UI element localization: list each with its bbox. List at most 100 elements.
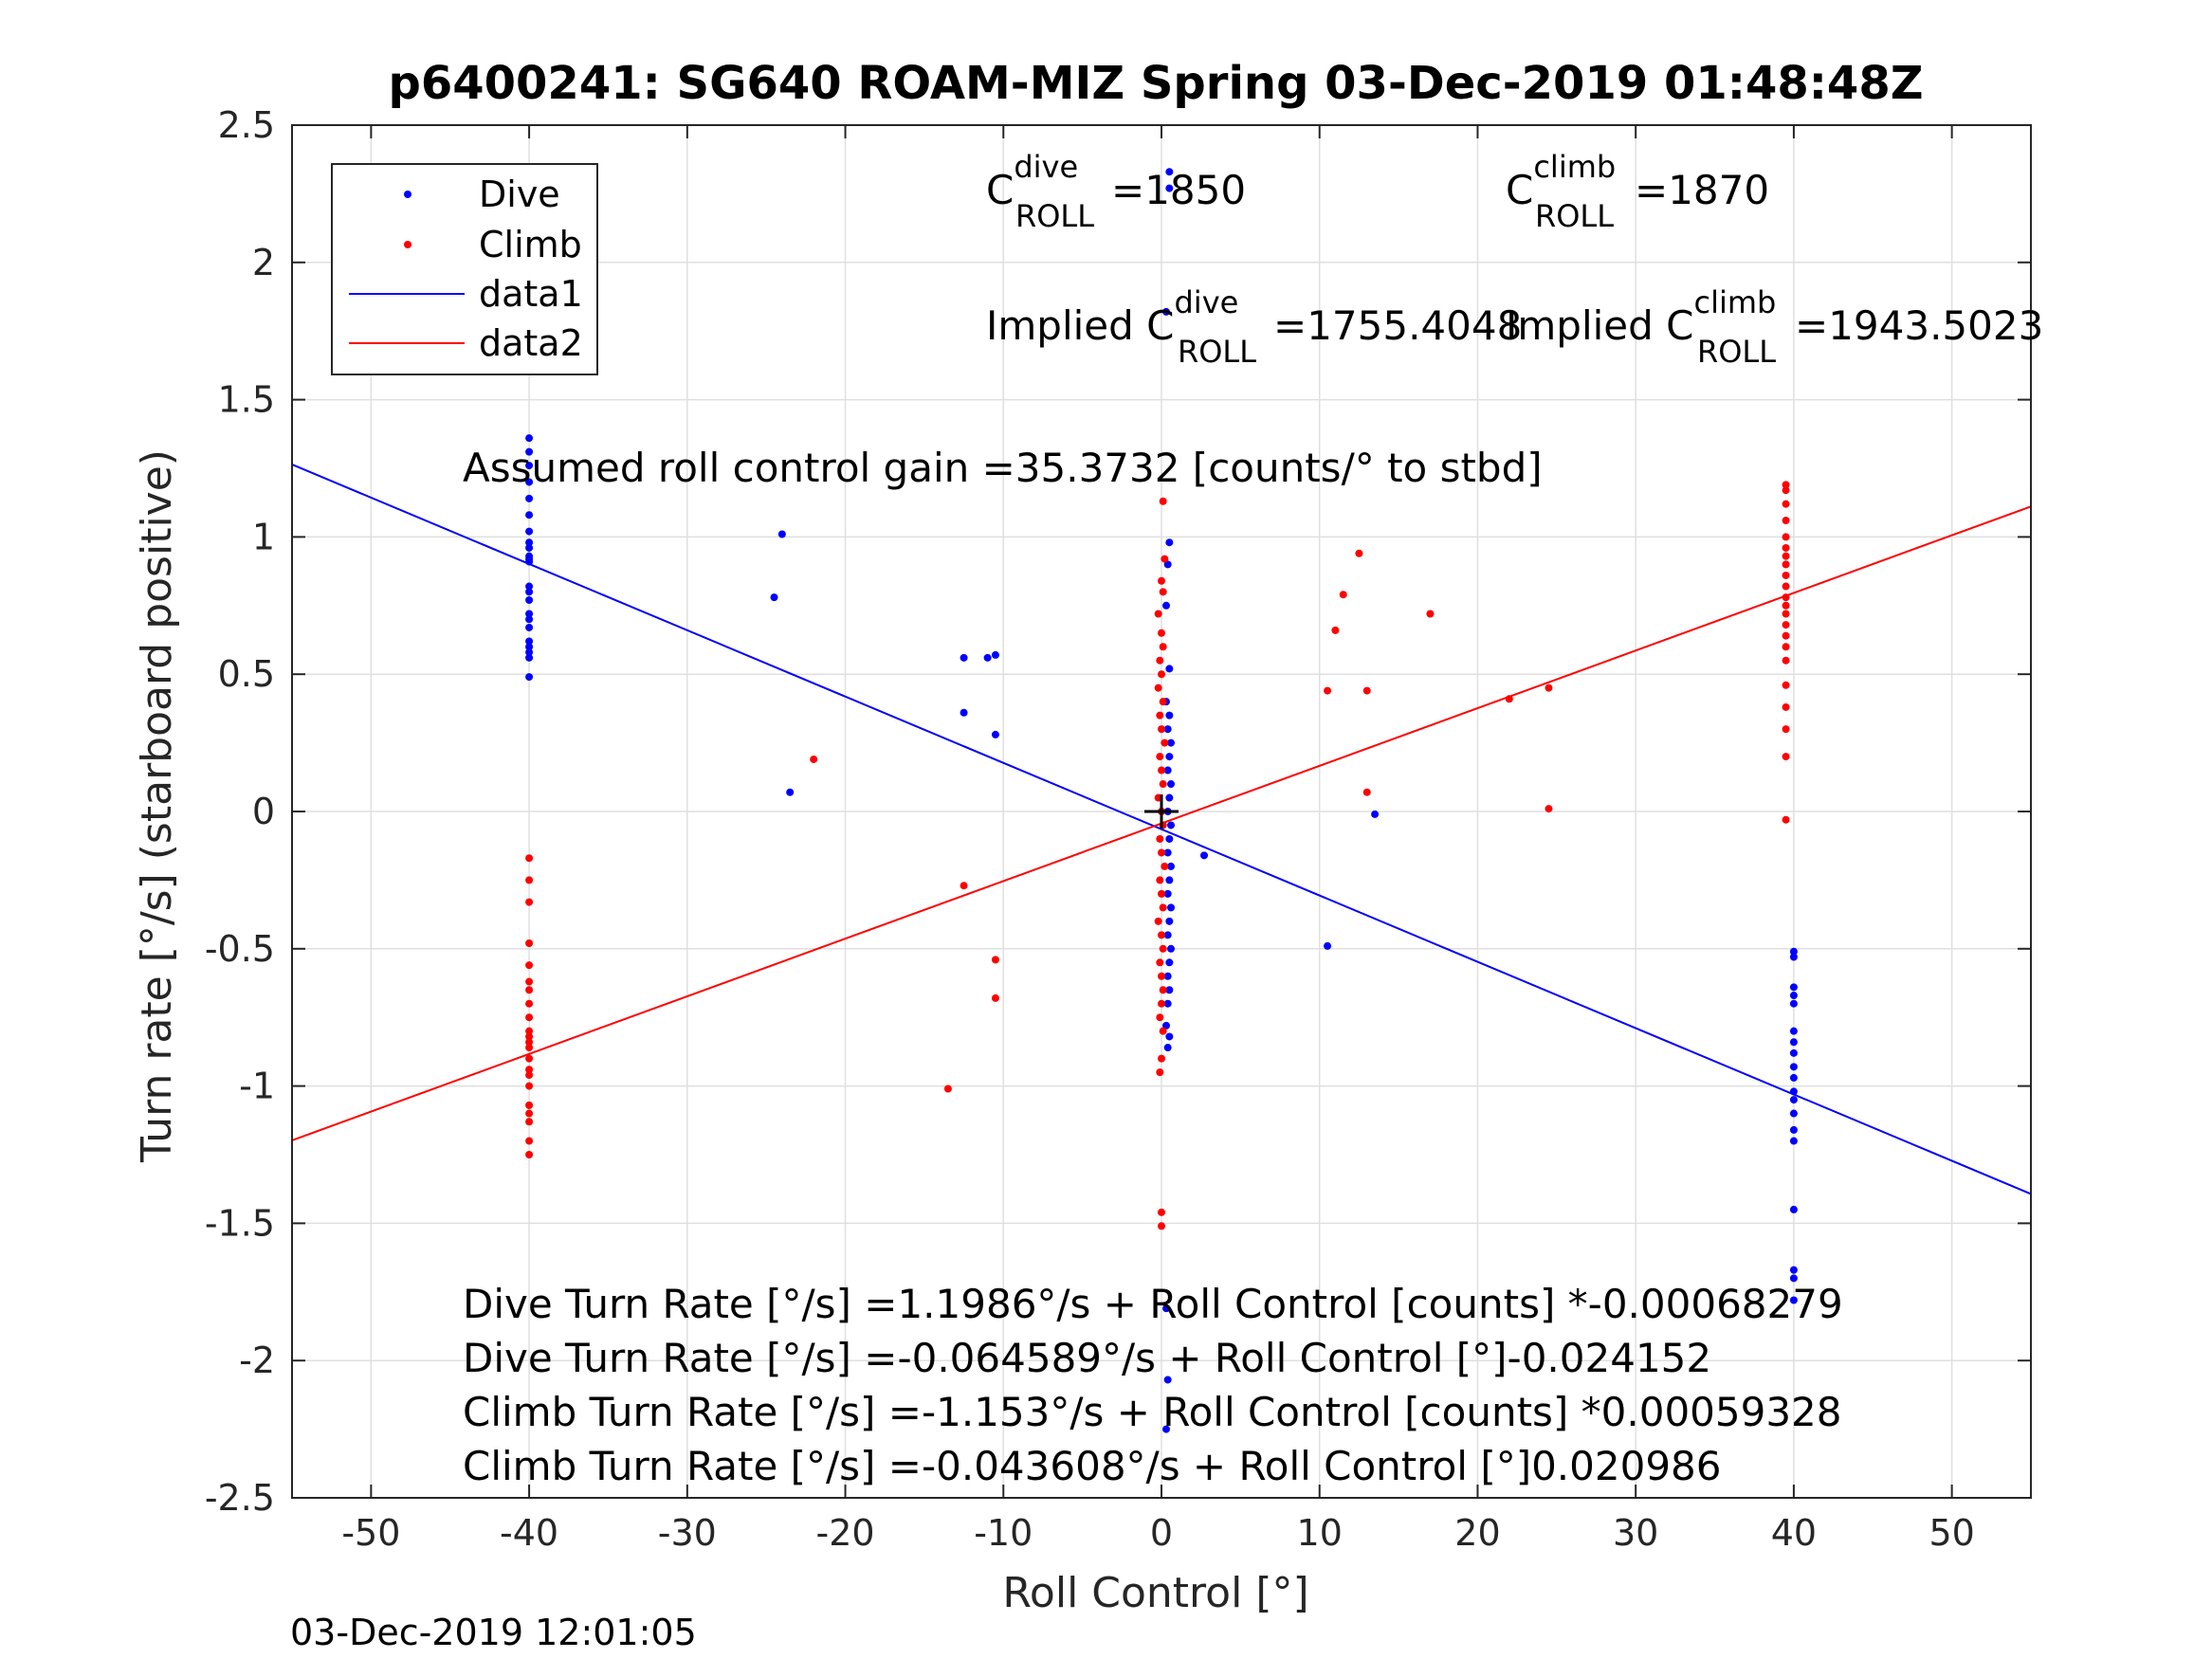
climb-point <box>1331 626 1340 634</box>
dive-point <box>1167 862 1176 870</box>
climb-point <box>1159 903 1167 912</box>
climb-point <box>960 882 968 890</box>
climb-point <box>525 1038 534 1047</box>
dive-point <box>525 596 534 605</box>
x-tick-label: -10 <box>974 1512 1033 1554</box>
implied-climb-sup: climb <box>1693 284 1776 320</box>
climb-point <box>525 1071 534 1080</box>
equation-line-3: Climb Turn Rate [°/s] =-1.153°/s + Roll … <box>463 1389 1842 1435</box>
climb-point <box>1782 621 1790 629</box>
dive-point <box>1789 999 1798 1008</box>
climb-point <box>1158 1222 1165 1231</box>
implied-climb-sub: ROLL <box>1697 334 1776 370</box>
dive-point <box>1163 1044 1172 1052</box>
dive-point <box>1163 560 1172 569</box>
dive-point <box>525 623 534 631</box>
climb-point <box>1782 500 1790 508</box>
dive-point <box>1789 1137 1798 1145</box>
x-axis-ticks: -50 -40 -30 -20 -10 0 10 20 30 40 50 <box>341 125 1975 1554</box>
c-dive-base: C <box>986 167 1014 213</box>
legend: Dive Climb data1 data2 <box>331 163 598 375</box>
dive-point <box>1789 953 1798 961</box>
dive-point <box>1789 1048 1798 1057</box>
dive-point <box>525 557 534 566</box>
y-tick-label: 1.5 <box>218 379 275 421</box>
c-dive-annotation: Cdive ROLL =1850 <box>986 149 1246 234</box>
climb-point <box>525 1032 534 1041</box>
climb-point <box>525 1151 534 1158</box>
dive-point <box>1789 1073 1798 1082</box>
dive-point <box>1167 821 1176 830</box>
legend-box <box>331 163 598 375</box>
climb-point <box>1355 549 1363 557</box>
climb-point <box>525 1101 534 1109</box>
climb-point <box>525 854 534 863</box>
dive-point <box>960 653 968 662</box>
x-tick-label: -40 <box>500 1512 558 1554</box>
equation-line-4: Climb Turn Rate [°/s] =-0.043608°/s + Ro… <box>463 1443 1722 1489</box>
dive-point <box>1162 1425 1171 1433</box>
dive-point <box>525 543 534 552</box>
climb-point <box>1782 571 1790 579</box>
dive-point <box>525 538 534 547</box>
dive-point <box>525 610 534 618</box>
climb-point <box>1545 805 1553 813</box>
x-tick-label: 20 <box>1454 1512 1500 1554</box>
dive-point <box>1324 941 1332 950</box>
dive-point <box>525 673 534 682</box>
dive-point <box>525 494 534 502</box>
dive-point <box>1163 972 1172 980</box>
climb-point <box>1782 753 1790 761</box>
climb-point <box>1158 999 1165 1008</box>
climb-point <box>1158 848 1165 857</box>
dive-point <box>1167 944 1176 953</box>
x-tick-label: 40 <box>1771 1512 1817 1554</box>
climb-point <box>1782 481 1790 489</box>
climb-point <box>525 977 534 986</box>
dive-point <box>1789 1096 1798 1104</box>
y-tick-label: -1.5 <box>205 1202 275 1244</box>
climb-point <box>1782 582 1790 591</box>
dive-point <box>1167 903 1176 912</box>
climb-point <box>991 956 999 964</box>
dive-point <box>1165 834 1174 843</box>
climb-point <box>525 898 534 906</box>
dive-point <box>770 593 778 602</box>
dive-point <box>1165 538 1174 547</box>
climb-point <box>1782 631 1790 640</box>
series-points <box>525 168 1798 1433</box>
dive-point <box>525 615 534 624</box>
dive-point <box>1162 1021 1171 1030</box>
climb-point <box>1156 876 1164 884</box>
climb-point <box>525 1054 534 1063</box>
dive-point <box>1165 1032 1174 1041</box>
climb-point <box>1158 931 1165 939</box>
dive-point <box>1163 889 1172 898</box>
dive-point <box>1789 947 1798 956</box>
dive-point <box>525 447 534 456</box>
y-tick-label: 2 <box>252 242 275 283</box>
climb-point <box>525 986 534 994</box>
climb-point <box>1159 986 1167 994</box>
climb-point <box>1156 1013 1164 1022</box>
dive-point <box>960 708 968 717</box>
climb-point <box>1782 552 1790 560</box>
legend-climb-label: Climb <box>479 224 582 265</box>
implied-climb-value: =1943.5023 <box>1795 302 2043 349</box>
dive-point <box>525 588 534 596</box>
climb-point <box>1782 681 1790 689</box>
climb-point <box>1156 958 1164 967</box>
climb-point <box>1782 593 1790 602</box>
dive-point <box>1165 168 1174 176</box>
dive-point <box>1165 793 1174 802</box>
climb-point <box>1159 1027 1167 1035</box>
y-tick-label: 0.5 <box>218 653 275 695</box>
climb-point <box>1154 917 1162 925</box>
climb-point <box>1156 834 1164 843</box>
climb-point <box>525 1118 534 1126</box>
dive-point <box>1789 1063 1798 1071</box>
climb-point <box>525 1027 534 1035</box>
dive-point <box>1165 711 1174 720</box>
y-tick-label: -2 <box>239 1340 275 1381</box>
